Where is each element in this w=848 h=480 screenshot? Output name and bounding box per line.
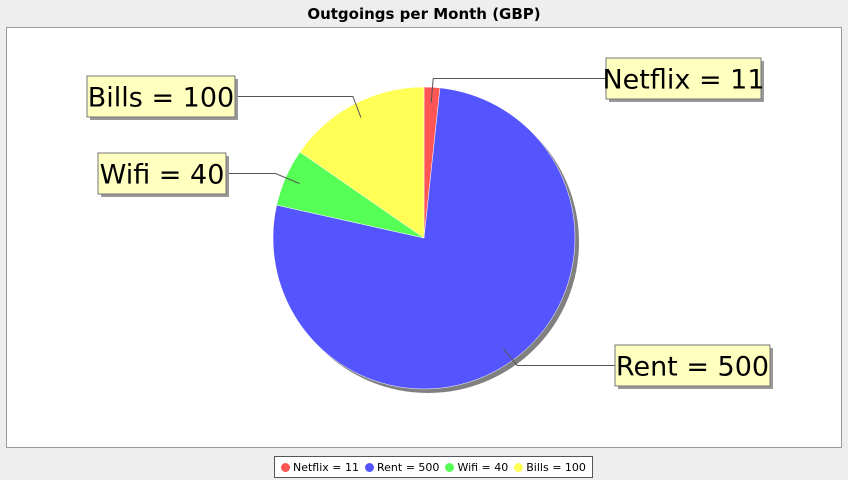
legend-item-netflix: Netflix = 11: [281, 461, 359, 474]
legend-swatch-wifi: [445, 462, 455, 472]
data-label-bills: Bills = 100: [88, 83, 234, 114]
legend-label-wifi: Wifi = 40: [457, 460, 509, 474]
label-box-bills: [86, 75, 236, 118]
label-box-rent: [614, 344, 771, 387]
legend-swatch-netflix: [281, 462, 290, 472]
legend-label-netflix: Netflix = 11: [293, 460, 360, 474]
legend-label-rent: Rent = 500: [377, 460, 440, 474]
leader-line-netflix: [430, 78, 606, 103]
data-label-rent: Rent = 500: [616, 352, 769, 383]
pie-slice-rent: [272, 87, 576, 390]
legend-label-bills: Bills = 100: [526, 460, 586, 474]
data-label-netflix: Netflix = 11: [602, 65, 764, 96]
leader-line-rent: [502, 348, 615, 366]
chart-title: Outgoings per Month (GBP): [307, 5, 541, 23]
label-box-netflix: [605, 57, 762, 100]
data-label-wifi: Wifi = 40: [100, 160, 225, 191]
legend-item-rent: Rent = 500: [365, 461, 439, 474]
legend-item-wifi: Wifi = 40: [445, 461, 508, 474]
legend-swatch-bills: [514, 462, 524, 472]
legend-item-bills: Bills = 100: [514, 461, 586, 474]
legend-swatch-rent: [365, 462, 375, 472]
label-box-wifi: [97, 152, 227, 195]
leader-line-wifi: [226, 173, 300, 184]
legend: Netflix = 11 Rent = 500 Wifi = 40 Bills = 1…: [274, 456, 593, 478]
leader-line-bills: [235, 96, 362, 118]
pie-slice-bills: [299, 86, 425, 239]
